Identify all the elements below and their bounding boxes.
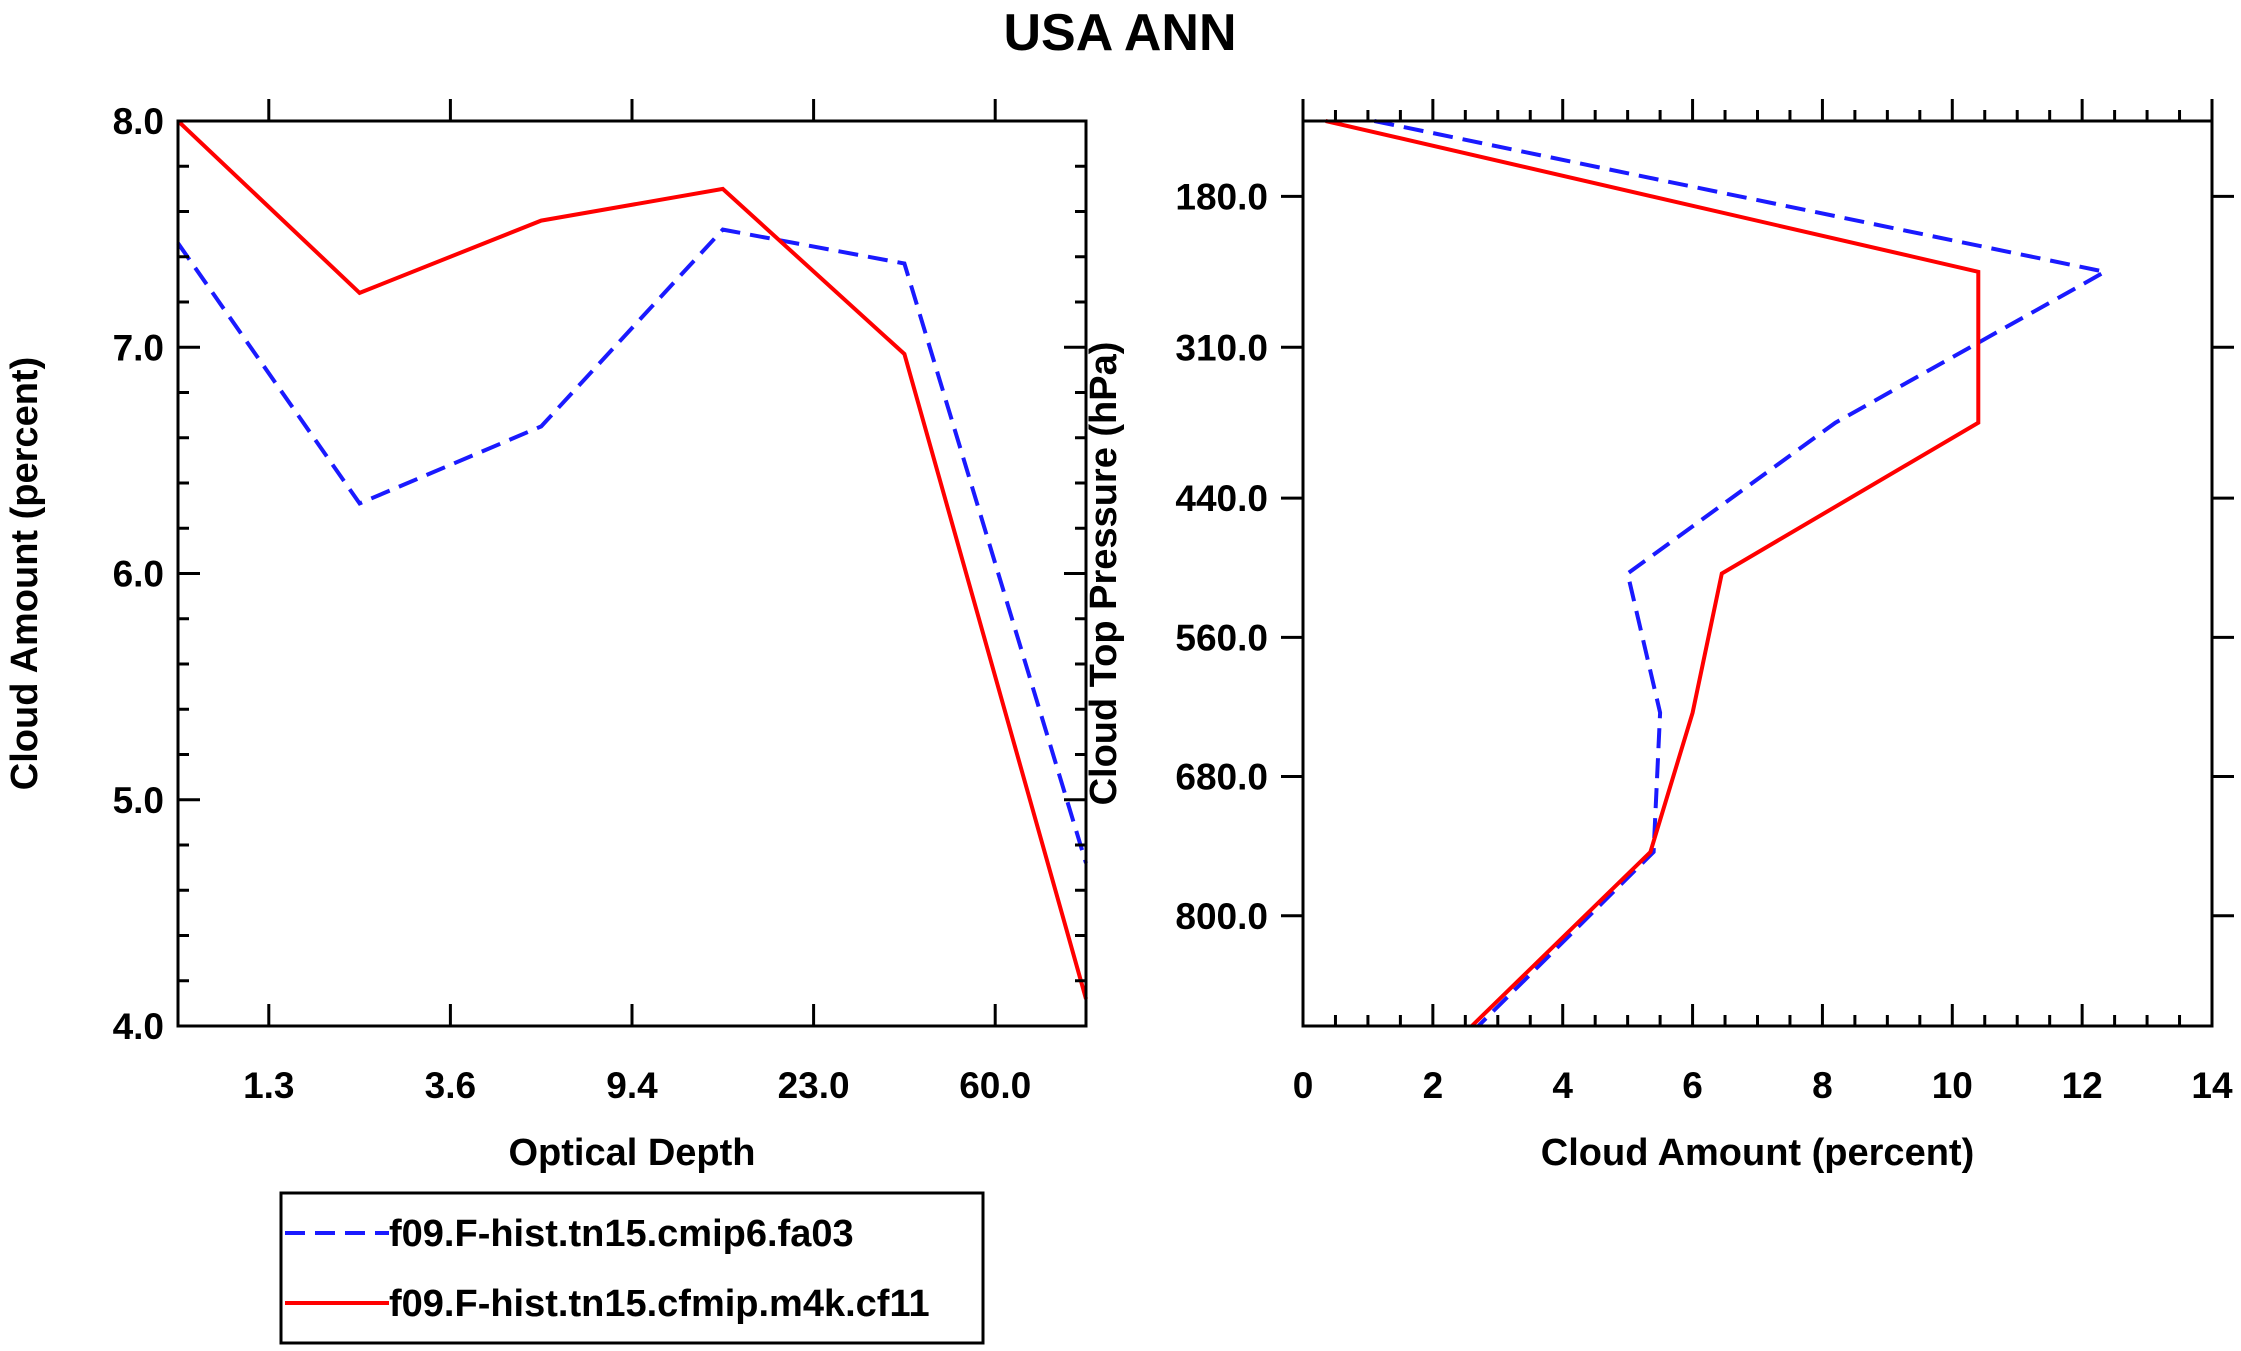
left-series-line-1 [176, 119, 1088, 1000]
left-ytick-label: 8.0 [113, 101, 164, 142]
left-ytick-label: 5.0 [113, 780, 164, 821]
left-ytick-label: 4.0 [113, 1006, 164, 1047]
legend-box [279, 1191, 985, 1345]
figure-title: USA ANN [1003, 4, 1236, 62]
right-ytick-label: 680.0 [1175, 757, 1268, 798]
left-xtick-label: 3.6 [425, 1065, 476, 1106]
left-y-axis-label: Cloud Amount (percent) [4, 357, 46, 790]
right-xtick-label: 10 [1932, 1065, 1973, 1106]
legend-label: f09.F-hist.tn15.cfmip.m4k.cf11 [389, 1283, 930, 1325]
left-xtick-label: 23.0 [778, 1065, 850, 1106]
right-ytick-label: 560.0 [1175, 617, 1268, 658]
left-series-line-0 [176, 227, 1088, 864]
left-xtick-label: 9.4 [606, 1065, 658, 1106]
right-series-line-1 [1325, 119, 1981, 1028]
left-x-axis-label: Optical Depth [508, 1132, 755, 1174]
left-ytick-label: 6.0 [113, 554, 164, 595]
right-plot-frame [1301, 119, 2214, 1028]
left-ytick-label: 7.0 [113, 327, 164, 368]
right-xtick-label: 14 [2191, 1065, 2233, 1106]
right-xtick-label: 0 [1293, 1065, 1314, 1106]
left-panel-optical-depth: 4.0 5.0 6.0 7.0 8.0 1.3 3.6 9.4 23.0 60.0 Optical … [4, 99, 1088, 1174]
right-panel-cloud-top-pressure: 0 2 4 6 8 10 12 14 180.0 310.0 440.0 560.0 680.0 800.… [1083, 99, 2234, 1174]
right-xtick-label: 4 [1552, 1065, 1573, 1106]
right-xtick-label: 12 [2062, 1065, 2103, 1106]
right-y-axis-label: Cloud Top Pressure (hPa) [1083, 342, 1125, 806]
right-ytick-label: 440.0 [1175, 478, 1268, 519]
legend-label: f09.F-hist.tn15.cmip6.fa03 [389, 1213, 854, 1255]
left-xtick-label: 60.0 [959, 1065, 1031, 1106]
left-xtick-label: 1.3 [243, 1065, 294, 1106]
right-xtick-label: 8 [1812, 1065, 1833, 1106]
right-ytick-label: 310.0 [1175, 327, 1268, 368]
right-x-axis-label: Cloud Amount (percent) [1541, 1132, 1974, 1174]
right-series-line-0 [1373, 119, 2111, 1028]
left-plot-frame [176, 119, 1088, 1028]
right-ytick-label: 800.0 [1175, 896, 1268, 937]
legend: f09.F-hist.tn15.cmip6.fa03 f09.F-hist.tn1… [279, 1191, 985, 1345]
right-ytick-label: 180.0 [1175, 176, 1268, 217]
right-xtick-label: 2 [1423, 1065, 1444, 1106]
right-xtick-label: 6 [1682, 1065, 1703, 1106]
